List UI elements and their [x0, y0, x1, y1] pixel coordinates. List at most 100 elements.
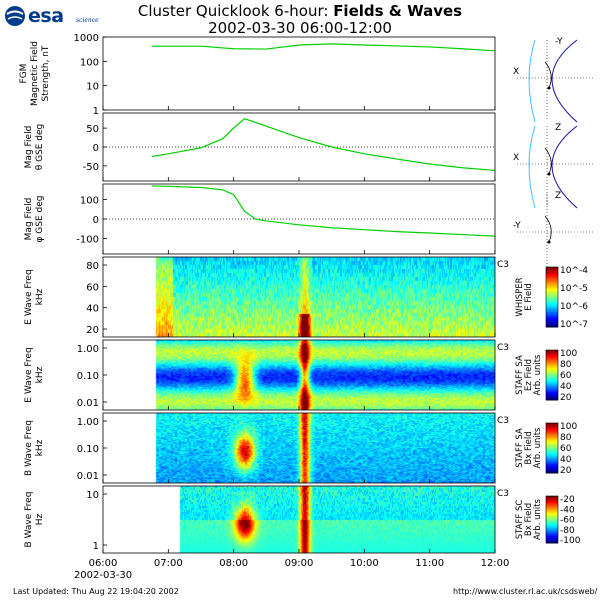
colorbar-step: [546, 504, 558, 506]
colorbar-step: [546, 312, 558, 314]
orbit-track: [544, 61, 552, 89]
colorbar-whisper: 10^-4 10^-5 10^-6 10^-7 WHISPER E Field: [515, 266, 588, 330]
colorbar-step: [546, 438, 558, 440]
colorbar-step: [546, 503, 558, 505]
y-tick-label: 0: [93, 215, 99, 226]
spacecraft-position-marker: [547, 86, 551, 90]
colorbar-title: STAFF SA: [515, 428, 525, 468]
colorbar-step: [546, 300, 558, 302]
colorbar-step: [546, 270, 558, 272]
colorbar-title: Ez Field: [524, 359, 534, 391]
colorbar-step: [546, 514, 558, 517]
colorbar-step: [546, 436, 558, 439]
x-tick-label: 12:00: [481, 558, 510, 569]
series-line: [152, 43, 496, 52]
colorbar-step: [546, 283, 558, 286]
colorbar-step: [546, 288, 558, 290]
colorbar-step: [546, 395, 558, 397]
spacecraft-position-marker: [547, 172, 551, 176]
spacecraft-position-marker: [547, 240, 551, 244]
colorbar-tick-label: 60: [560, 444, 572, 454]
colorbar-step: [546, 498, 558, 501]
orbit-axis-label: Z: [555, 123, 561, 133]
colorbar-step: [546, 511, 558, 513]
colorbar-step: [546, 469, 558, 471]
spectrogram-staff-sc: [103, 486, 495, 553]
colorbar-tick-label: 10^-7: [560, 320, 588, 330]
colorbar-step: [546, 501, 558, 504]
title-bold: Fields & Waves: [333, 2, 463, 20]
colorbar-step: [546, 365, 558, 367]
magnetopause-curve: [551, 39, 578, 123]
colorbar-step: [546, 440, 558, 443]
colorbar-step: [546, 376, 558, 378]
colorbar-step: [546, 366, 558, 368]
colorbar-step: [546, 508, 558, 511]
colorbar-step: [546, 370, 558, 372]
colorbar-step: [546, 390, 558, 392]
date-label: 2002-03-30: [74, 570, 132, 581]
colorbar-step: [546, 500, 558, 503]
colorbar-step: [546, 524, 558, 526]
colorbar-step: [546, 455, 558, 458]
colorbar-step: [546, 446, 558, 449]
colorbar-step: [546, 443, 558, 445]
colorbar-step: [546, 292, 558, 295]
colorbar-frame: [545, 495, 559, 544]
colorbar-step: [546, 378, 558, 381]
colorbar-tick-label: 20: [560, 393, 572, 403]
colorbar-tick-label: 10^-6: [560, 302, 588, 312]
colorbar-tick-label: 10^-5: [560, 284, 588, 294]
colorbar-step: [546, 423, 558, 425]
y-tick-label: 0.10: [77, 371, 99, 382]
colorbar-step: [546, 350, 558, 352]
colorbar-step: [546, 435, 558, 438]
colorbar-step: [546, 519, 558, 522]
y-axis-label: kHz: [35, 366, 45, 383]
colorbar-step: [546, 434, 558, 436]
colorbar-title: WHISPER: [515, 277, 525, 316]
orbit-axis-label: X: [513, 67, 519, 77]
colorbar-step: [546, 351, 558, 353]
colorbar-tick-label: 40: [560, 455, 572, 465]
colorbar-step: [546, 448, 558, 450]
colorbar-step: [546, 445, 558, 448]
colorbar-step: [546, 505, 558, 508]
colorbar-frame: [545, 266, 559, 328]
spectrogram-staff-sa-b: [103, 413, 495, 483]
colorbar-step: [546, 316, 558, 319]
colorbar-step: [546, 512, 558, 515]
colorbar-step: [546, 456, 558, 459]
series-line: [151, 117, 496, 172]
colorbar-step: [546, 532, 558, 535]
y-tick-label: 0: [93, 143, 99, 154]
colorbar-step: [546, 426, 558, 429]
colorbar-step: [546, 527, 558, 530]
colorbar-step: [546, 295, 558, 298]
logo-subtitle: science: [76, 17, 99, 24]
magnetopause-curve: [551, 125, 578, 209]
y-axis-label: Hz: [35, 513, 45, 525]
colorbar-step: [546, 530, 558, 532]
spacecraft-label: C3: [497, 343, 509, 353]
colorbar-step: [546, 453, 558, 455]
colorbar-step: [546, 307, 558, 310]
colorbar-step: [546, 304, 558, 307]
colorbar-step: [546, 358, 558, 361]
colorbar-tick-label: 100: [560, 349, 577, 359]
colorbar-tick-label: -20: [560, 495, 575, 505]
colorbar-step: [546, 322, 558, 325]
panel-whisper: C3 10^-4 10^-5 10^-6 10^-7 WHISPER E Field 80 60…: [24, 256, 588, 338]
colorbar-step: [546, 518, 558, 520]
x-tick-label: 06:00: [89, 558, 118, 569]
colorbar-title: Bx Field: [524, 431, 534, 464]
colorbar-title: STAFF SC: [515, 500, 525, 540]
colorbar-title: STAFF SA: [515, 355, 525, 395]
colorbar-step: [546, 428, 558, 430]
colorbar-tick-label: -60: [560, 516, 575, 526]
colorbar-step: [546, 463, 558, 465]
